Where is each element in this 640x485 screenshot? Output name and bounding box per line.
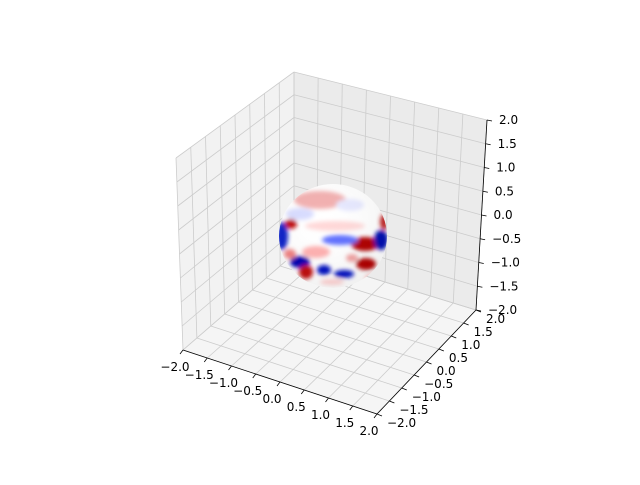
x-tick-label: 0.0	[262, 392, 281, 406]
tick-labels: −2.0−1.5−1.0−0.50.00.51.01.52.0−2.0−1.5−…	[160, 113, 521, 438]
y-tick-label: 1.0	[461, 338, 480, 352]
x-tick-label: −1.5	[185, 368, 214, 382]
x-tick-label: 1.0	[311, 408, 330, 422]
y-tick-label: −1.5	[399, 403, 428, 417]
z-tick-label: −2.0	[488, 303, 517, 317]
y-tick-label: 0.0	[437, 364, 456, 378]
y-tick-label: 2.0	[486, 312, 505, 326]
z-tick-label: 1.5	[498, 137, 517, 151]
z-tick-label: 0.5	[495, 184, 514, 198]
x-tick-label: −2.0	[160, 360, 189, 374]
x-tick-label: 0.5	[287, 400, 306, 414]
x-tick-label: 2.0	[359, 424, 378, 438]
sphere-surface	[279, 184, 387, 288]
z-tick-label: 2.0	[499, 113, 518, 127]
x-tick-label: −0.5	[233, 384, 262, 398]
y-tick-label: −2.0	[387, 416, 416, 430]
y-tick-label: 0.5	[449, 351, 468, 365]
x-tick-label: 1.5	[335, 416, 354, 430]
tick-marks	[179, 119, 493, 419]
z-tick-label: −1.0	[491, 256, 520, 270]
z-tick-label: −1.5	[489, 279, 518, 293]
y-tick-label: −1.0	[412, 390, 441, 404]
x-tick-label: −1.0	[209, 376, 238, 390]
z-tick-label: −0.5	[492, 232, 521, 246]
y-tick-label: −0.5	[424, 377, 453, 391]
z-tick-label: 1.0	[496, 161, 515, 175]
y-tick-label: 1.5	[474, 325, 493, 339]
z-tick-label: 0.0	[494, 208, 513, 222]
